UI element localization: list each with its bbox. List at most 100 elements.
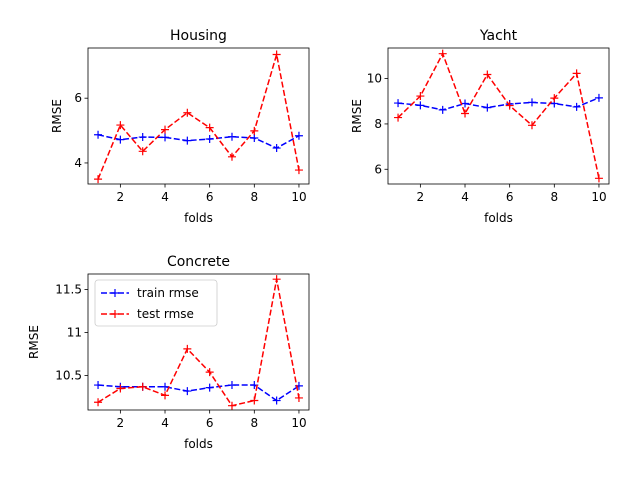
marker-train-yacht — [527, 98, 536, 107]
marker-test-housing — [138, 147, 147, 156]
marker-train-housing — [250, 134, 259, 143]
y-tick-label: 11.5 — [55, 282, 82, 296]
y-tick-label: 10.5 — [55, 369, 82, 383]
series-line-test-housing — [97, 54, 300, 180]
marker-test-housing — [272, 50, 281, 59]
series-line-test-yacht — [397, 51, 600, 179]
axes-frame-housing — [87, 47, 310, 185]
x-tick-label: 4 — [161, 190, 169, 204]
marker-test-yacht — [416, 92, 425, 101]
x-tick-label: 2 — [117, 190, 125, 204]
marker-test-housing — [116, 121, 125, 130]
marker-train-concrete — [183, 387, 192, 396]
marker-train-yacht — [594, 93, 603, 102]
x-tick-label: 2 — [117, 416, 125, 430]
axes-frame-concrete — [87, 273, 310, 411]
marker-test-concrete — [294, 393, 303, 402]
series-test-yacht — [394, 49, 603, 183]
x-tick-label: 6 — [506, 190, 514, 204]
chart-title-housing: Housing — [170, 28, 227, 44]
marker-test-concrete — [227, 401, 236, 410]
marker-test-yacht — [572, 69, 581, 78]
marker-test-yacht — [438, 49, 447, 58]
series-line-train-housing — [97, 134, 300, 149]
x-tick-label: 6 — [206, 190, 214, 204]
x-tick-label: 4 — [161, 416, 169, 430]
subplot-yacht: 2 4 6 8 10 6 8 10 Yacht folds RMSE — [350, 28, 610, 225]
y-tick-label: 4 — [74, 156, 82, 170]
marker-test-housing — [161, 125, 170, 134]
marker-test-housing — [250, 126, 259, 135]
marker-test-yacht — [505, 101, 514, 110]
series-test-concrete — [94, 275, 303, 410]
y-tick-label: 6 — [74, 91, 82, 105]
marker-test-concrete — [205, 368, 214, 377]
marker-train-housing — [272, 144, 281, 153]
x-tick-label: 6 — [206, 416, 214, 430]
x-axis-label-housing: folds — [184, 211, 213, 225]
subplots: 2 4 6 8 10 4 6 Housing folds RMSE 2 4 6 8 10 6 8 10 Yacht f… — [27, 28, 610, 451]
series-train-housing — [94, 130, 303, 153]
marker-train-concrete — [272, 396, 281, 405]
series-line-test-concrete — [97, 279, 300, 407]
marker-train-yacht — [461, 99, 470, 108]
legend: train rmse test rmse — [94, 279, 218, 327]
y-tick-label: 10 — [367, 72, 382, 86]
marker-train-housing — [116, 135, 125, 144]
chart-title-yacht: Yacht — [479, 28, 518, 44]
marker-test-yacht — [461, 109, 470, 118]
series-line-train-yacht — [397, 97, 600, 111]
marker-train-housing — [138, 133, 147, 142]
marker-train-housing — [161, 133, 170, 142]
marker-test-housing — [94, 175, 103, 184]
marker-test-yacht — [527, 121, 536, 130]
marker-train-housing — [183, 136, 192, 145]
marker-test-concrete — [138, 382, 147, 391]
marker-test-concrete — [161, 391, 170, 400]
marker-test-yacht — [594, 174, 603, 183]
x-tick-label: 2 — [417, 190, 425, 204]
x-axis-label-yacht: folds — [484, 211, 513, 225]
y-axis-label-housing: RMSE — [50, 99, 64, 133]
legend-label-train: train rmse — [137, 286, 199, 300]
x-tick-label: 10 — [291, 190, 306, 204]
marker-train-yacht — [438, 105, 447, 114]
marker-test-yacht — [483, 70, 492, 79]
y-tick-label: 6 — [374, 162, 382, 176]
marker-train-yacht — [483, 103, 492, 112]
subplot-concrete: 2 4 6 8 10 10.5 11 11.5 Concrete folds RMSE train r… — [27, 254, 310, 451]
marker-train-yacht — [572, 102, 581, 111]
y-tick-label: 11 — [67, 326, 82, 340]
x-tick-label: 8 — [250, 416, 258, 430]
legend-marker-test — [111, 310, 119, 318]
marker-test-concrete — [116, 384, 125, 393]
marker-train-concrete — [94, 381, 103, 390]
y-axis-label-yacht: RMSE — [350, 99, 364, 133]
marker-train-housing — [294, 131, 303, 140]
chart-title-concrete: Concrete — [167, 254, 230, 270]
marker-test-housing — [205, 123, 214, 132]
y-axis-label-concrete: RMSE — [27, 325, 41, 359]
marker-test-yacht — [394, 113, 403, 122]
x-tick-label: 8 — [250, 190, 258, 204]
x-axis-label-concrete: folds — [184, 437, 213, 451]
marker-train-housing — [227, 132, 236, 141]
legend-marker-train — [111, 289, 119, 297]
subplot-housing: 2 4 6 8 10 4 6 Housing folds RMSE — [50, 28, 310, 225]
marker-test-yacht — [550, 94, 559, 103]
marker-train-housing — [94, 130, 103, 139]
marker-train-yacht — [394, 99, 403, 108]
series-line-train-concrete — [97, 384, 300, 402]
axes-frame-yacht — [387, 47, 610, 185]
marker-train-concrete — [161, 382, 170, 391]
marker-test-concrete — [250, 396, 259, 405]
x-tick-label: 8 — [550, 190, 558, 204]
marker-test-concrete — [183, 344, 192, 353]
marker-test-concrete — [272, 275, 281, 284]
marker-train-yacht — [416, 101, 425, 110]
marker-test-housing — [294, 166, 303, 175]
x-tick-label: 10 — [291, 416, 306, 430]
legend-box — [94, 279, 218, 327]
